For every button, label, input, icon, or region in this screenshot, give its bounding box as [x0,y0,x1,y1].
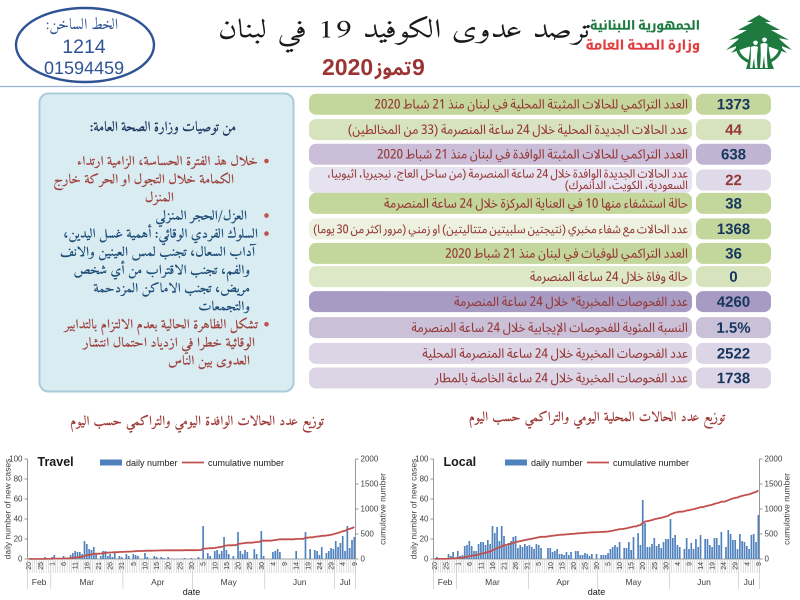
svg-text:daily number of new cases: daily number of new cases [3,459,13,560]
svg-text:10: 10 [212,562,219,570]
svg-text:6: 6 [61,562,68,566]
svg-text:1000: 1000 [361,505,379,514]
svg-text:May: May [221,577,238,587]
svg-text:30: 30 [259,562,266,570]
svg-text:24: 24 [317,562,324,570]
svg-text:20: 20 [420,535,429,544]
svg-text:0: 0 [765,555,770,564]
svg-text:40: 40 [420,515,429,524]
svg-text:4: 4 [340,562,347,566]
svg-text:4: 4 [744,562,751,566]
svg-text:29: 29 [329,562,336,570]
svg-text:date: date [183,587,201,597]
svg-text:Apr: Apr [151,577,164,587]
svg-text:60: 60 [420,495,429,504]
svg-text:30: 30 [663,562,670,570]
svg-text:1: 1 [49,562,56,566]
svg-text:80: 80 [14,475,23,484]
svg-text:26: 26 [513,562,520,570]
svg-text:Jul: Jul [340,577,351,587]
svg-text:25: 25 [38,562,45,570]
svg-text:100: 100 [9,455,23,464]
svg-text:cumulative number: cumulative number [782,473,792,545]
svg-text:Feb: Feb [32,577,47,587]
svg-text:cumulative number: cumulative number [613,458,689,468]
svg-text:2000: 2000 [765,455,783,464]
svg-text:5: 5 [536,562,543,566]
svg-text:Local: Local [444,455,477,469]
svg-text:20: 20 [640,562,647,570]
svg-text:4: 4 [675,562,682,566]
svg-text:20: 20 [571,562,578,570]
svg-text:11: 11 [478,562,485,569]
svg-text:cumulative number: cumulative number [378,473,388,545]
svg-text:20: 20 [26,562,33,570]
svg-text:Jul: Jul [744,577,755,587]
svg-text:29: 29 [733,562,740,570]
svg-text:10: 10 [143,562,150,570]
svg-text:Mar: Mar [485,577,500,587]
svg-text:9: 9 [687,562,694,566]
svg-text:25: 25 [444,562,451,570]
svg-text:4: 4 [270,562,277,566]
svg-text:cumulative number: cumulative number [208,458,284,468]
svg-text:10: 10 [548,562,555,570]
svg-text:40: 40 [14,515,23,524]
svg-text:500: 500 [361,530,375,539]
svg-text:500: 500 [765,530,779,539]
svg-text:0: 0 [424,555,429,564]
svg-text:5: 5 [131,562,138,566]
svg-text:20: 20 [166,562,173,570]
svg-text:5: 5 [201,562,208,566]
svg-text:60: 60 [14,495,23,504]
svg-text:10: 10 [617,562,624,570]
svg-text:Jun: Jun [697,577,711,587]
svg-text:19: 19 [305,562,312,570]
svg-text:15: 15 [559,562,566,570]
svg-text:Jun: Jun [293,577,307,587]
svg-text:25: 25 [652,562,659,570]
svg-text:15: 15 [224,562,231,570]
svg-text:1500: 1500 [361,480,379,489]
svg-text:5: 5 [606,562,613,566]
svg-text:1: 1 [455,562,462,566]
svg-text:19: 19 [710,562,717,570]
svg-text:0: 0 [361,555,366,564]
svg-text:daily number: daily number [126,458,178,468]
svg-text:Apr: Apr [556,577,569,587]
svg-text:16: 16 [490,562,497,570]
svg-text:26: 26 [108,562,115,570]
svg-text:21: 21 [96,562,103,570]
svg-text:Travel: Travel [38,455,74,469]
svg-text:20: 20 [432,562,439,570]
svg-text:21: 21 [502,562,509,570]
svg-text:15: 15 [629,562,636,570]
svg-text:25: 25 [177,562,184,570]
svg-text:May: May [625,577,642,587]
svg-text:Mar: Mar [79,577,94,587]
svg-text:100: 100 [415,455,429,464]
svg-text:24: 24 [721,562,728,570]
svg-text:20: 20 [236,562,243,570]
svg-text:date: date [588,587,606,597]
svg-text:Feb: Feb [438,577,453,587]
svg-text:11: 11 [73,562,80,569]
svg-text:6: 6 [467,562,474,566]
svg-text:daily number: daily number [531,458,583,468]
svg-text:0: 0 [18,555,23,564]
svg-text:25: 25 [247,562,254,570]
svg-text:14: 14 [294,562,301,570]
svg-text:1500: 1500 [765,480,783,489]
svg-text:daily number of new cases: daily number of new cases [409,459,419,560]
svg-text:80: 80 [420,475,429,484]
svg-text:2000: 2000 [361,455,379,464]
svg-text:9: 9 [282,562,289,566]
svg-text:15: 15 [154,562,161,570]
svg-text:1000: 1000 [765,505,783,514]
svg-text:14: 14 [698,562,705,570]
svg-text:20: 20 [14,535,23,544]
svg-text:16: 16 [84,562,91,570]
svg-text:25: 25 [582,562,589,570]
